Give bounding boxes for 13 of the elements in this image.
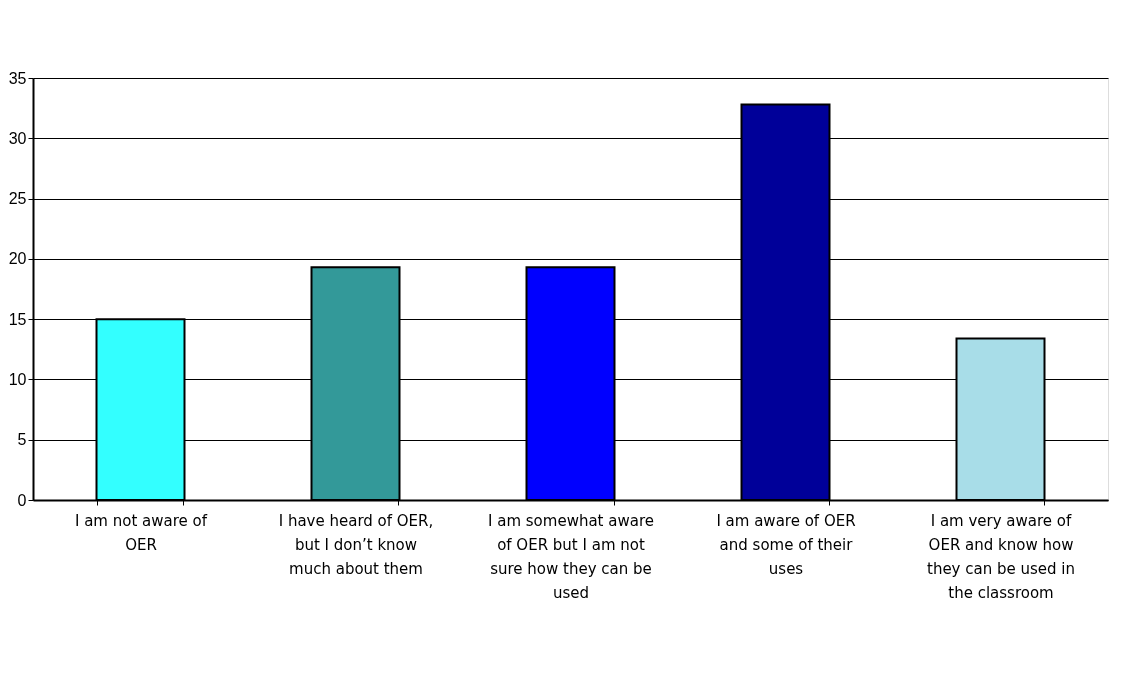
y-tick-label: 20 [8, 250, 27, 268]
y-tick-label: 15 [8, 310, 27, 328]
x-tick-label: I am aware of OER and some of their uses [716, 511, 856, 578]
x-tick-label: I am not aware of OER [74, 511, 208, 554]
y-tick-label: 30 [8, 129, 27, 147]
y-tick-label: 35 [8, 69, 27, 87]
y-tick-label: 10 [8, 370, 27, 388]
x-tick-label: I am very aware of OER and know how they can be used in the classroom [926, 511, 1076, 602]
x-tick-label: I have heard of OER, but I don’t know much about them [278, 511, 434, 578]
y-tick-label: 5 [17, 431, 27, 449]
x-tick-label: I am somewhat aware of OER but I am not sure how they can be used [488, 511, 654, 602]
y-tick-label: 25 [8, 190, 27, 208]
y-tick-label: 0 [17, 491, 27, 509]
